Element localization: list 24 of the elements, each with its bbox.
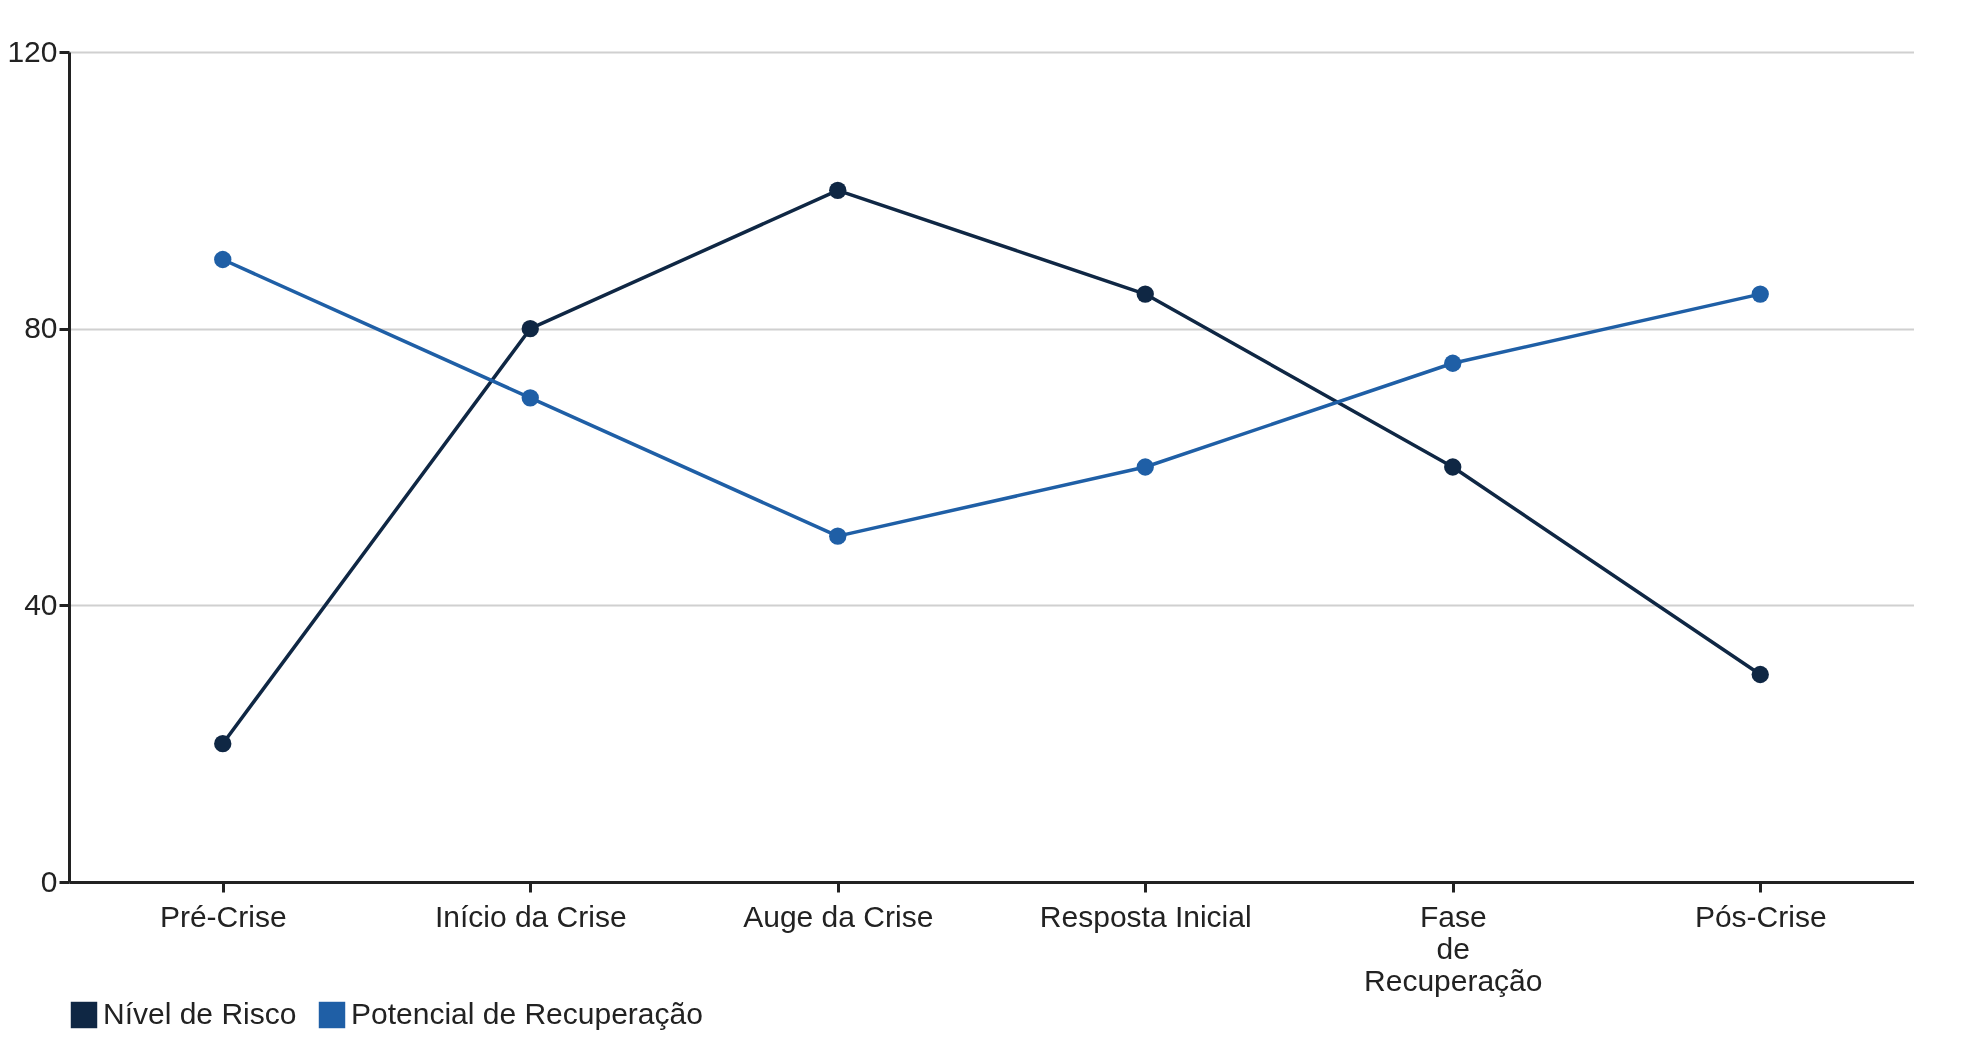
point xyxy=(829,527,847,545)
y-tick-label: 40 xyxy=(24,587,58,621)
x-tick-label: Auge da Crise xyxy=(743,899,934,933)
x-tick-label: Resposta Inicial xyxy=(1039,899,1252,933)
point xyxy=(1136,458,1154,476)
x-tick-label: Pré-Crise xyxy=(159,899,287,933)
point xyxy=(1751,665,1769,684)
point xyxy=(829,181,847,199)
point xyxy=(1136,285,1154,303)
point xyxy=(1751,285,1769,303)
y-tick-label: 80 xyxy=(24,311,58,345)
x-tick-label: Início da Crise xyxy=(434,899,627,933)
y-tick-label: 0 xyxy=(40,864,58,898)
x-tick-label: Fase de Recuperação xyxy=(1364,899,1543,997)
point xyxy=(1444,354,1462,372)
point xyxy=(521,389,539,407)
point xyxy=(1444,458,1462,476)
legend-label: Nível de Risco xyxy=(103,997,297,1030)
y-tick-label: 120 xyxy=(7,34,58,68)
point xyxy=(521,320,539,338)
legend-label: Potencial de Recuperação xyxy=(351,997,703,1030)
x-tick-label: Pós-Crise xyxy=(1694,899,1827,933)
point xyxy=(214,735,232,753)
point xyxy=(214,250,232,269)
